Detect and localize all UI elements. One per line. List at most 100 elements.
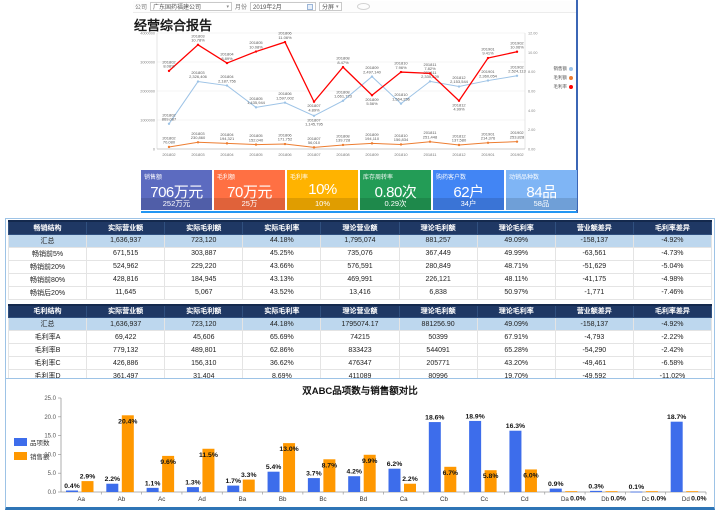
table-cell: -41,175 xyxy=(554,272,634,287)
page-title: 经营综合报告 xyxy=(134,18,213,33)
kpi-card-value: 70万元 xyxy=(227,184,272,201)
svg-text:Dc: Dc xyxy=(642,496,650,503)
kpi-underline xyxy=(141,211,577,213)
table-row: 毛利率C 426,886 156,310 36.62% 476347 205771 43.2… xyxy=(7,356,713,370)
column-header: 毛利率差异 xyxy=(632,303,713,318)
kpi-card-subvalue: 10% xyxy=(287,198,358,210)
svg-text:2.00: 2.00 xyxy=(528,128,535,132)
svg-text:20.0: 20.0 xyxy=(44,415,56,421)
kpi-card-subvalue: 252万元 xyxy=(141,198,212,210)
svg-text:Aa: Aa xyxy=(77,496,85,503)
table-cell: 226,121 xyxy=(398,272,478,287)
svg-text:18.7%: 18.7% xyxy=(667,414,686,421)
svg-text:Db: Db xyxy=(601,496,609,503)
kpi-card-value: 0.80次 xyxy=(374,184,417,201)
legend-label: 销售额 xyxy=(553,66,568,71)
trend-legend: 销售额 毛利额 毛利率 xyxy=(553,66,573,93)
table-cell: 229,220 xyxy=(164,259,244,274)
svg-text:11.5%: 11.5% xyxy=(199,452,218,459)
svg-text:0.4%: 0.4% xyxy=(64,483,80,490)
table-row: 畅销前80% 428,816 184,945 43.13% 469,991 226,121… xyxy=(7,272,713,287)
svg-text:2.2%: 2.2% xyxy=(105,476,121,483)
table-cell: 48.71% xyxy=(476,259,556,274)
svg-text:5.0: 5.0 xyxy=(48,471,57,477)
table-cell: -4,793 xyxy=(554,330,634,344)
svg-text:10.0: 10.0 xyxy=(44,452,56,458)
column-header: 理论毛利额 xyxy=(398,303,478,318)
table-cell: 49.09% xyxy=(476,233,556,248)
kpi-card[interactable]: 动销品种数 84品 58品 xyxy=(506,170,577,210)
column-header: 实际毛利额 xyxy=(164,220,244,235)
svg-text:4000000: 4000000 xyxy=(140,32,155,36)
table-cell: 881,257 xyxy=(398,233,478,248)
column-header: 实际营业额 xyxy=(86,220,166,235)
table-cell: 544091 xyxy=(398,343,478,357)
svg-text:201809: 201809 xyxy=(365,152,379,157)
tables-block: 畅销结构 实际营业额 实际毛利额 实际毛利率 理论营业额 理论毛利额 理论毛利率 营业额差异毛… xyxy=(5,218,715,386)
bestseller-structure-table: 畅销结构 实际营业额 实际毛利额 实际毛利率 理论营业额 理论毛利额 理论毛利率 营业额差异毛… xyxy=(7,220,713,300)
split-screen-label: 分屏 xyxy=(322,5,335,11)
svg-text:Cd: Cd xyxy=(521,496,529,503)
column-header: 理论营业额 xyxy=(320,220,400,235)
table-header-row: 毛利结构 实际营业额 实际毛利额 实际毛利率 理论营业额 理论毛利额 理论毛利率 营业额差异毛… xyxy=(7,303,713,318)
bar-chart-panel: 双ABC品项数与销售额对比 0.0 5.0 10.0 15.0 20.0 25.0 Aa 0.… xyxy=(5,378,715,510)
legend-dot-icon xyxy=(569,76,573,80)
kpi-card[interactable]: 销售额 706万元 252万元 xyxy=(141,170,212,210)
table-cell: -4.92% xyxy=(632,233,713,248)
split-screen-button[interactable]: 分屏 ▾ xyxy=(319,2,342,11)
company-select[interactable]: 广东国药福建公司 ▾ xyxy=(150,2,233,11)
table-cell: 723,120 xyxy=(164,233,244,248)
legend-item[interactable]: 销售额 xyxy=(553,66,573,72)
kpi-card-value: 706万元 xyxy=(150,184,203,201)
table-cell: 畅销前5% xyxy=(7,246,88,261)
legend-item[interactable]: 毛利额 xyxy=(554,75,573,81)
table-cell: 1,636,937 xyxy=(86,233,166,248)
gross-margin-structure-table: 毛利结构 实际营业额 实际毛利额 实际毛利率 理论营业额 理论毛利额 理论毛利率 营业额差异毛… xyxy=(7,303,713,383)
table-cell: 524,962 xyxy=(86,259,166,274)
month-picker[interactable]: 2019年2月 xyxy=(250,2,317,11)
kpi-card[interactable]: 购药客户数 62户 34户 xyxy=(433,170,504,210)
table-cell: 6,838 xyxy=(398,285,478,300)
table-cell: 476347 xyxy=(320,356,400,370)
table-cell: -7.46% xyxy=(632,285,713,300)
table-row: 畅销前20% 524,962 229,220 43.66% 576,591 280,849… xyxy=(7,259,713,274)
svg-text:0.0%: 0.0% xyxy=(570,496,586,503)
table-cell: 1,795,074 xyxy=(320,233,400,248)
kpi-card-title: 动销品种数 xyxy=(509,175,540,181)
svg-text:12.00: 12.00 xyxy=(528,32,538,36)
table-cell: 45.25% xyxy=(242,246,322,261)
table-cell: 44.18% xyxy=(242,317,322,331)
kpi-card[interactable]: 毛利率 10% 10% xyxy=(287,170,358,210)
table-cell: -2.42% xyxy=(632,343,713,357)
table-cell: -5.04% xyxy=(632,259,713,274)
kpi-card[interactable]: 毛利额 70万元 25万 xyxy=(214,170,285,210)
svg-text:201810: 201810 xyxy=(394,152,408,157)
svg-text:Dd: Dd xyxy=(682,496,690,503)
legend-dot-icon xyxy=(569,85,573,89)
svg-text:201811: 201811 xyxy=(423,152,437,157)
svg-text:品项数: 品项数 xyxy=(30,438,50,447)
legend-item[interactable]: 毛利率 xyxy=(554,84,573,90)
month-picker-value: 2019年2月 xyxy=(253,5,282,11)
kpi-card[interactable]: 库存周转率 0.80次 0.29次 xyxy=(360,170,431,210)
svg-text:9.9%: 9.9% xyxy=(362,458,378,465)
table-cell: 1795074.17 xyxy=(320,317,400,331)
oval-button[interactable] xyxy=(356,3,370,10)
svg-text:25.0: 25.0 xyxy=(44,396,56,402)
svg-text:5.4%: 5.4% xyxy=(266,464,282,471)
